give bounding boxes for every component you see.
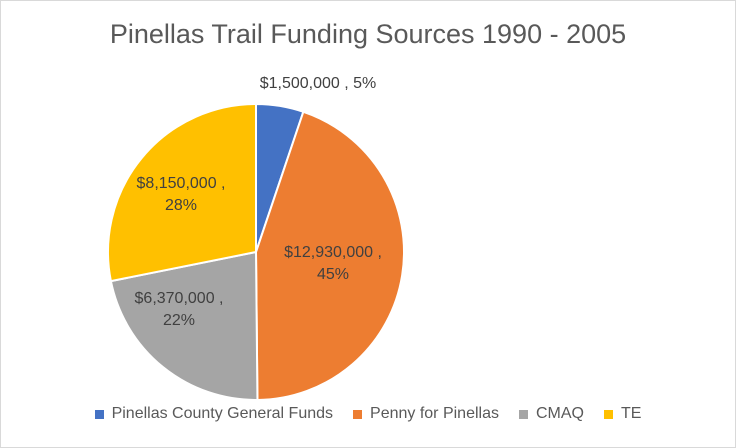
legend-swatch bbox=[603, 409, 613, 419]
legend-item-2: Penny for Pinellas bbox=[353, 405, 499, 423]
legend-label: TE bbox=[620, 405, 642, 422]
legend-swatch bbox=[518, 409, 528, 419]
legend-label: Penny for Pinellas bbox=[370, 405, 499, 422]
legend-item-4: TE bbox=[603, 405, 642, 423]
pie-slice-3 bbox=[109, 250, 259, 401]
legend-label: Pinellas County General Funds bbox=[111, 405, 334, 422]
data-label-3: $6,370,000 , 22% bbox=[135, 290, 224, 329]
legend-swatch bbox=[94, 409, 104, 419]
data-label-2: $12,930,000 , 45% bbox=[284, 244, 382, 283]
chart-title: Pinellas Trail Funding Sources 1990 - 20… bbox=[109, 19, 627, 49]
legend-item-3: CMAQ bbox=[518, 405, 584, 423]
data-label-1: $1,500,000 , 5% bbox=[260, 75, 377, 92]
pie-slice-2 bbox=[254, 110, 405, 402]
data-label-4: $8,150,000 , 28% bbox=[137, 175, 226, 214]
legend-item-1: Pinellas County General Funds bbox=[94, 405, 334, 423]
legend-swatch bbox=[353, 409, 363, 419]
pie-slice-4 bbox=[107, 102, 257, 283]
legend: Pinellas County General Funds Penny for P… bbox=[1, 405, 735, 423]
legend-label: CMAQ bbox=[535, 405, 584, 422]
